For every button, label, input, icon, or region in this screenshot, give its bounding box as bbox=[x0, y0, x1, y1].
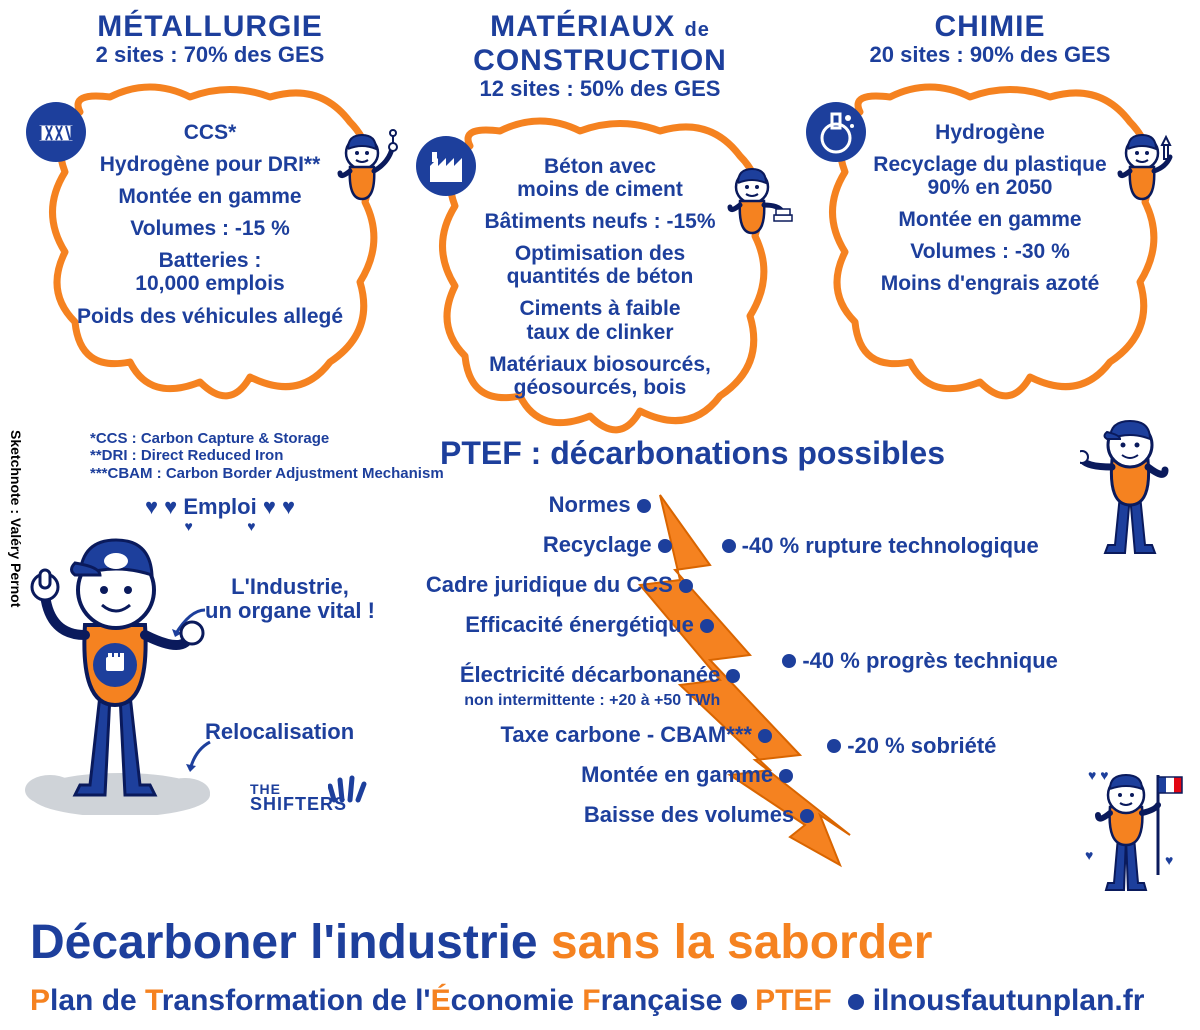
ptef-left-item: Montée en gamme bbox=[581, 763, 773, 786]
mascot-character-icon bbox=[20, 525, 220, 815]
ptef-left-item: Électricité décarbonanéenon intermittent… bbox=[460, 663, 720, 710]
ptef-right-item: -40 % rupture technologique bbox=[742, 533, 1039, 559]
sector-2: CHIMIE 20 sites : 90% des GES HydrogèneR… bbox=[800, 10, 1180, 402]
footnote-line: ***CBAM : Carbon Border Adjustment Mecha… bbox=[90, 465, 444, 482]
ptef-left-item: Taxe carbone - CBAM*** bbox=[501, 723, 752, 746]
sector-items: CCS* Hydrogène pour DRI**Montée en gamme… bbox=[50, 112, 370, 337]
ptef-chart: Normes Recyclage Cadre juridique du CCS Eff… bbox=[400, 485, 1170, 875]
chart-dot bbox=[779, 769, 793, 783]
footnote-line: *CCS : Carbon Capture & Storage bbox=[90, 430, 444, 447]
sector-sub: 2 sites : 70% des GES bbox=[20, 42, 400, 68]
ptef-left-item: Baisse des volumes bbox=[584, 803, 794, 826]
flag-mascot-icon: ♥ ♥ ♥ ♥ ♥ bbox=[1080, 765, 1190, 895]
character-zone: ♥ ♥ Emploi ♥ ♥ ♥ ♥ L'Industrie,un organe… bbox=[30, 500, 400, 870]
ptef-left-item: Cadre juridique du CCS bbox=[426, 573, 673, 596]
svg-text:♥: ♥ bbox=[1165, 852, 1173, 868]
reloc-label: Relocalisation bbox=[205, 720, 354, 744]
chart-dot bbox=[722, 539, 736, 553]
ptef-left-item: Recyclage bbox=[543, 533, 652, 556]
chart-dot bbox=[637, 499, 651, 513]
chart-dot bbox=[658, 539, 672, 553]
subtitle: Plan de Transformation de l'Économie Fra… bbox=[30, 984, 1144, 1018]
main-title: Décarboner l'industrie sans la saborder bbox=[30, 915, 932, 970]
sector-0: MÉTALLURGIE 2 sites : 70% des GES CCS* H… bbox=[20, 10, 400, 402]
sector-title: CHIMIE bbox=[800, 10, 1180, 44]
chart-dot bbox=[758, 729, 772, 743]
ptef-right-item: -40 % progrès technique bbox=[802, 648, 1058, 674]
footnotes: *CCS : Carbon Capture & Storage**DRI : D… bbox=[90, 430, 444, 482]
sector-sub: 12 sites : 50% des GES bbox=[410, 76, 790, 102]
chart-dot bbox=[679, 579, 693, 593]
sector-items: Béton avecmoins de cimentBâtiments neufs… bbox=[440, 146, 760, 408]
chart-dot bbox=[700, 619, 714, 633]
ptef-right-item: -20 % sobriété bbox=[847, 733, 996, 759]
org-logo: THESHIFTERS bbox=[250, 780, 347, 812]
svg-text:♥ ♥: ♥ ♥ bbox=[1088, 767, 1109, 783]
sector-1: MATÉRIAUX de CONSTRUCTION 12 sites : 50%… bbox=[410, 10, 790, 436]
svg-text:♥: ♥ bbox=[1085, 847, 1093, 863]
sector-sub: 20 sites : 90% des GES bbox=[800, 42, 1180, 68]
sector-title: MÉTALLURGIE bbox=[20, 10, 400, 44]
sector-title: MATÉRIAUX de CONSTRUCTION bbox=[410, 10, 790, 78]
footnote-line: **DRI : Direct Reduced Iron bbox=[90, 447, 444, 464]
ptef-title: PTEF : décarbonations possibles bbox=[440, 435, 945, 472]
sector-items: HydrogèneRecyclage du plastique90% en 20… bbox=[830, 112, 1150, 305]
ptef-left-item: Normes bbox=[549, 493, 631, 516]
vital-label: L'Industrie,un organe vital ! bbox=[200, 575, 380, 623]
ptef-left-item: Efficacité énergétique bbox=[465, 613, 694, 636]
